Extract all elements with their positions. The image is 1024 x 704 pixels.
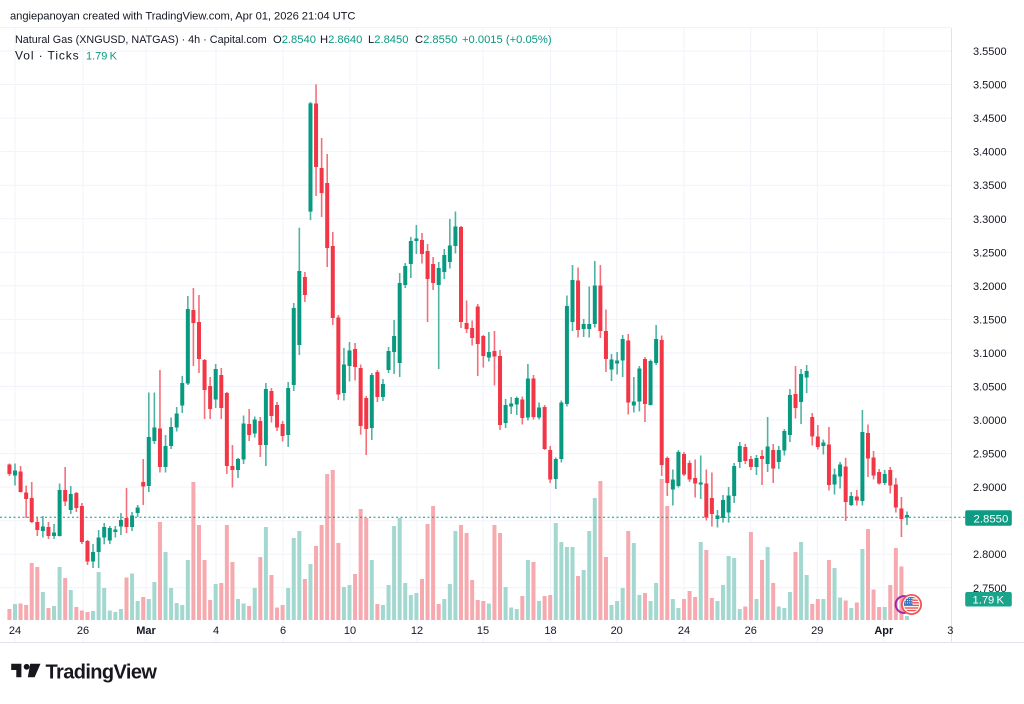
svg-text:3.5500: 3.5500: [973, 46, 1007, 58]
svg-text:2.9500: 2.9500: [973, 449, 1007, 461]
svg-text:20: 20: [611, 625, 623, 637]
svg-text:2.9000: 2.9000: [973, 482, 1007, 494]
svg-text:angiepanoyan created with Trad: angiepanoyan created with TradingView.co…: [10, 10, 355, 22]
svg-text:1.79 K: 1.79 K: [973, 595, 1005, 607]
svg-text:2.8000: 2.8000: [973, 549, 1007, 561]
svg-text:Apr: Apr: [874, 625, 894, 637]
svg-text:15: 15: [477, 625, 489, 637]
svg-text:24: 24: [678, 625, 690, 637]
svg-text:12: 12: [411, 625, 423, 637]
svg-text:3.1500: 3.1500: [973, 314, 1007, 326]
svg-text:2.7500: 2.7500: [973, 583, 1007, 595]
svg-text:26: 26: [745, 625, 757, 637]
svg-text:3.0000: 3.0000: [973, 415, 1007, 427]
svg-text:3.4500: 3.4500: [973, 113, 1007, 125]
svg-text:6: 6: [280, 625, 286, 637]
svg-text:3.3500: 3.3500: [973, 180, 1007, 192]
svg-text:1.79 K: 1.79 K: [86, 50, 118, 62]
svg-text:24: 24: [9, 625, 21, 637]
svg-text:3.0500: 3.0500: [973, 382, 1007, 394]
svg-text:26: 26: [77, 625, 89, 637]
svg-text:3: 3: [947, 625, 953, 637]
svg-text:Natural Gas (XNGUSD, NATGAS) ·: Natural Gas (XNGUSD, NATGAS) · 4h · Capi…: [15, 34, 267, 46]
svg-text:Mar: Mar: [136, 625, 156, 637]
svg-text:18: 18: [544, 625, 556, 637]
svg-text:29: 29: [811, 625, 823, 637]
svg-text:3.4000: 3.4000: [973, 147, 1007, 159]
svg-text:4: 4: [213, 625, 219, 637]
svg-text:3.3000: 3.3000: [973, 214, 1007, 226]
svg-text:Vol · Ticks: Vol · Ticks: [15, 48, 80, 62]
svg-text:3.2500: 3.2500: [973, 247, 1007, 259]
svg-text:10: 10: [344, 625, 356, 637]
svg-text:3.5000: 3.5000: [973, 80, 1007, 92]
svg-text:2.8550: 2.8550: [974, 513, 1009, 525]
svg-text:3.2000: 3.2000: [973, 281, 1007, 293]
svg-text:3.1000: 3.1000: [973, 348, 1007, 360]
svg-text:TradingView: TradingView: [46, 661, 158, 683]
